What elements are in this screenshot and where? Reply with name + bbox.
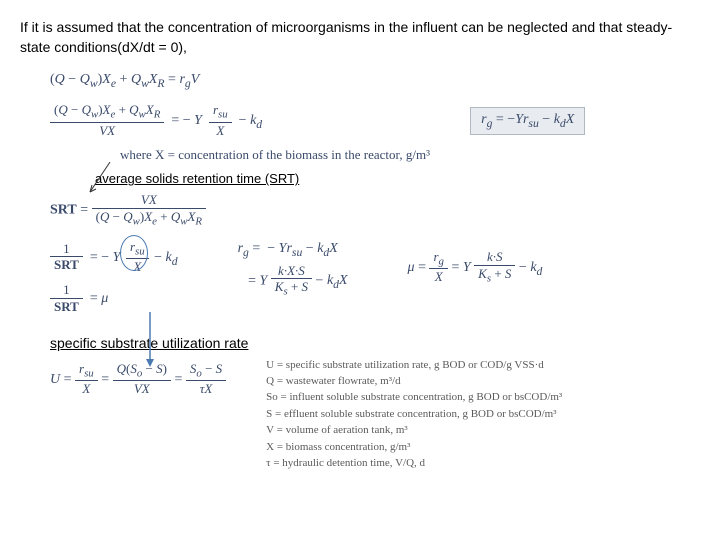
- legend-item: U = specific substrate utilization rate,…: [266, 358, 562, 373]
- legend: U = specific substrate utilization rate,…: [266, 357, 562, 473]
- eq-srt-inv2: 1SRT = μ: [50, 282, 178, 315]
- eq-srt: SRT = VX(Q − Qw)Xe + QwXR: [50, 192, 700, 228]
- ann-spec: specific substrate utilization rate: [50, 335, 700, 351]
- ann-srt: average solids retention time (SRT): [95, 171, 700, 186]
- eq-srt-inv1: 1SRT = − Y rsuX − kd: [50, 239, 178, 276]
- legend-item: τ = hydraulic detention time, V/Q, d: [266, 456, 562, 471]
- eq-rg-expand: rg = − Yrsu − kdX = Y k·X·SKs + S − kdX: [238, 241, 348, 316]
- eq-normalized: (Q − Qw)Xe + QwXRVX = − Y rsuX − kd: [50, 102, 262, 139]
- legend-item: X = biomass concentration, g/m³: [266, 440, 562, 455]
- eq-u: U = rsuX = Q(So − S)VX = So − SτX: [50, 361, 226, 398]
- eq-mu: μ = rgX = Y k·SKs + S − kd: [408, 249, 543, 316]
- legend-item: Q = wastewater flowrate, m³/d: [266, 374, 562, 389]
- legend-item: S = effluent soluble substrate concentra…: [266, 407, 562, 422]
- legend-item: V = volume of aeration tank, m³: [266, 423, 562, 438]
- where-text: where X = concentration of the biomass i…: [120, 147, 700, 163]
- boxed-rg: rg = −Yrsu − kdX: [470, 107, 585, 135]
- eq-mass-balance: (Q − Qw)Xe + QwXR = rgV: [50, 72, 700, 90]
- intro-text: If it is assumed that the concentration …: [20, 18, 700, 57]
- legend-item: So = influent soluble substrate concentr…: [266, 390, 562, 405]
